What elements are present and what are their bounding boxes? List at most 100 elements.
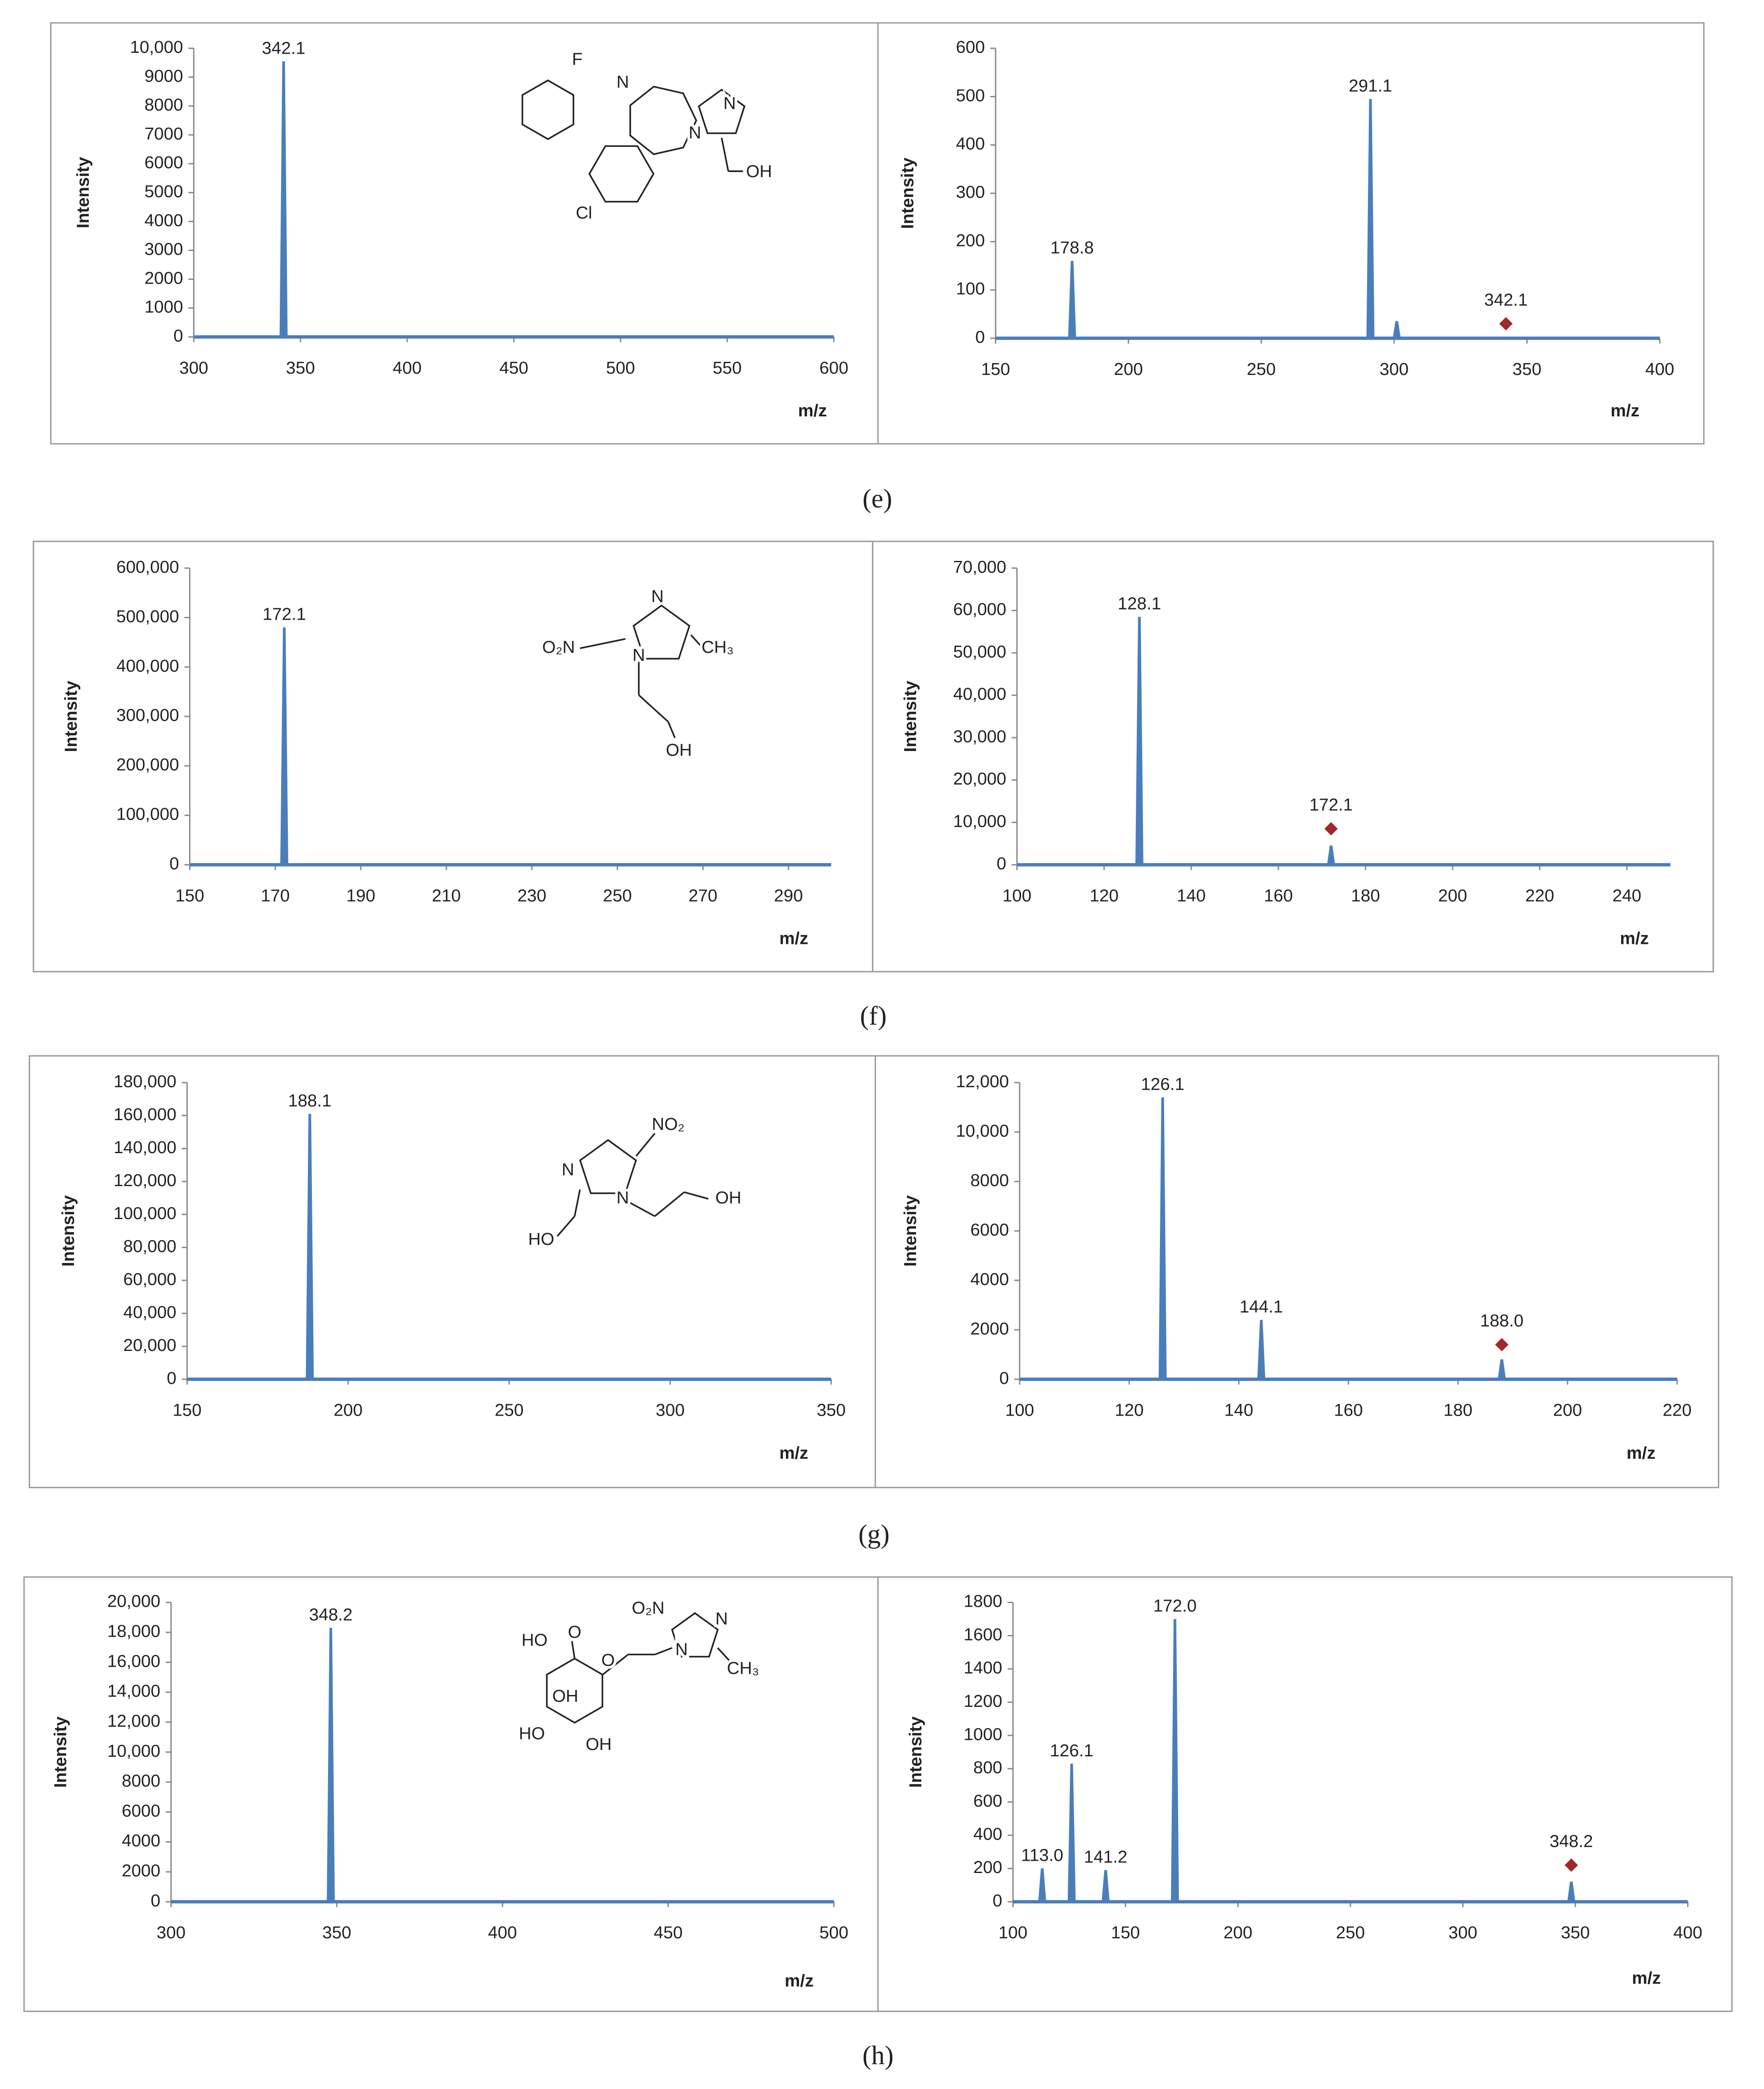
peak [1567,1881,1575,1902]
y-tick-label: 20,000 [953,769,1006,788]
x-tick-label: 450 [654,1923,683,1942]
caption: (g) [859,1519,890,1549]
y-tick-label: 600,000 [116,557,179,577]
precursor-marker [1324,822,1338,836]
structure-bond [556,1215,575,1237]
x-tick-label: 120 [1090,886,1119,905]
x-tick-label: 100 [998,1923,1028,1942]
x-tick-label: 600 [819,358,848,377]
y-tick-label: 10,000 [130,37,183,57]
y-tick-label: 300 [956,182,985,202]
y-tick-label: 2000 [145,268,183,287]
x-tick-label: 300 [656,1400,685,1420]
x-axis-title: m/z [1620,929,1649,948]
peak-label: 172.0 [1153,1596,1197,1616]
y-tick-label: 40,000 [953,684,1006,704]
structure-ring [588,145,655,203]
structure-bond [571,1641,576,1659]
atom-label: OH [585,1734,612,1754]
peak [1135,617,1143,865]
x-tick-label: 300 [156,1923,186,1942]
structure-bond [654,1191,685,1217]
x-tick-label: 290 [774,886,803,905]
structure-bond [721,137,729,172]
y-tick-label: 200,000 [116,755,179,774]
atom-label: HO [522,1630,548,1649]
y-tick-label: 8000 [145,95,183,115]
atom-label: O₂N [542,637,575,657]
x-tick-label: 180 [1444,1400,1473,1420]
x-tick-label: 100 [1003,886,1032,905]
x-tick-label: 550 [713,358,742,377]
x-axis-title: m/z [798,401,827,420]
caption: (h) [862,2040,894,2070]
atom-label: OH [666,740,692,760]
atom-label: O₂N [632,1598,665,1618]
y-tick-label: 4000 [970,1269,1009,1289]
precursor-label: 342.1 [1484,290,1528,309]
structure-ring [697,88,746,134]
y-tick-label: 1200 [964,1691,1002,1711]
y-tick-label: 2000 [122,1861,160,1880]
peak-label: 141.2 [1084,1847,1127,1867]
x-tick-label: 170 [261,886,290,905]
y-tick-label: 16,000 [107,1651,161,1671]
x-axis-title: m/z [779,929,808,948]
atom-label: O [601,1650,615,1670]
atom-label: Cl [576,203,592,222]
x-tick-label: 200 [1438,886,1467,905]
x-axis-title: m/z [1632,1968,1661,1988]
structure-bond [638,694,669,722]
x-tick-label: 150 [1111,1923,1140,1942]
y-tick-label: 4000 [145,211,183,230]
y-tick-label: 0 [975,327,985,347]
x-axis-title: m/z [785,1971,813,1991]
y-tick-label: 50,000 [953,642,1006,661]
precursor-marker [1564,1858,1578,1872]
y-tick-label: 1800 [964,1591,1002,1611]
peak [327,1628,335,1902]
y-tick-label: 10,000 [953,811,1006,831]
peak [1067,1764,1076,1902]
peak-label: 126.1 [1050,1741,1094,1760]
x-tick-label: 240 [1612,886,1641,905]
peak-label: 126.1 [1141,1075,1184,1094]
x-tick-label: 300 [1448,1923,1477,1942]
y-tick-label: 120,000 [114,1170,177,1190]
y-tick-label: 300,000 [116,705,179,725]
y-tick-label: 0 [167,1368,176,1388]
precursor-marker [1495,1338,1509,1351]
atom-label: CH₃ [702,637,734,657]
x-tick-label: 250 [603,886,632,905]
panel-frame [50,22,1705,445]
x-tick-label: 230 [517,886,547,905]
y-tick-label: 500 [956,85,985,105]
y-tick-label: 6000 [145,153,183,172]
y-axis-title: Intensity [58,1195,78,1266]
y-tick-label: 500,000 [116,607,179,626]
structure-bond [580,638,626,649]
caption: (e) [862,484,892,513]
y-axis-title: Intensity [61,681,81,752]
atom-label: OH [715,1188,741,1207]
peak [1366,99,1375,339]
peak [1068,261,1076,339]
y-axis-title: Intensity [898,158,917,229]
x-tick-label: 350 [817,1400,846,1420]
y-tick-label: 140,000 [114,1137,177,1157]
y-tick-label: 800 [973,1758,1002,1777]
x-tick-label: 350 [1512,359,1542,379]
peak-label: 144.1 [1239,1297,1283,1316]
y-tick-label: 8000 [122,1771,160,1791]
y-tick-label: 1000 [964,1724,1002,1744]
x-axis-title: m/z [1627,1443,1655,1463]
atom-label: N [715,1609,728,1628]
x-tick-label: 190 [346,886,375,905]
structure-bond [667,721,676,738]
y-tick-label: 200 [973,1857,1002,1877]
structure-bond [602,1654,629,1676]
y-tick-label: 9000 [145,66,183,85]
atom-label: N [616,72,629,91]
caption: (f) [860,1001,886,1031]
y-axis-title: Intensity [73,157,93,228]
